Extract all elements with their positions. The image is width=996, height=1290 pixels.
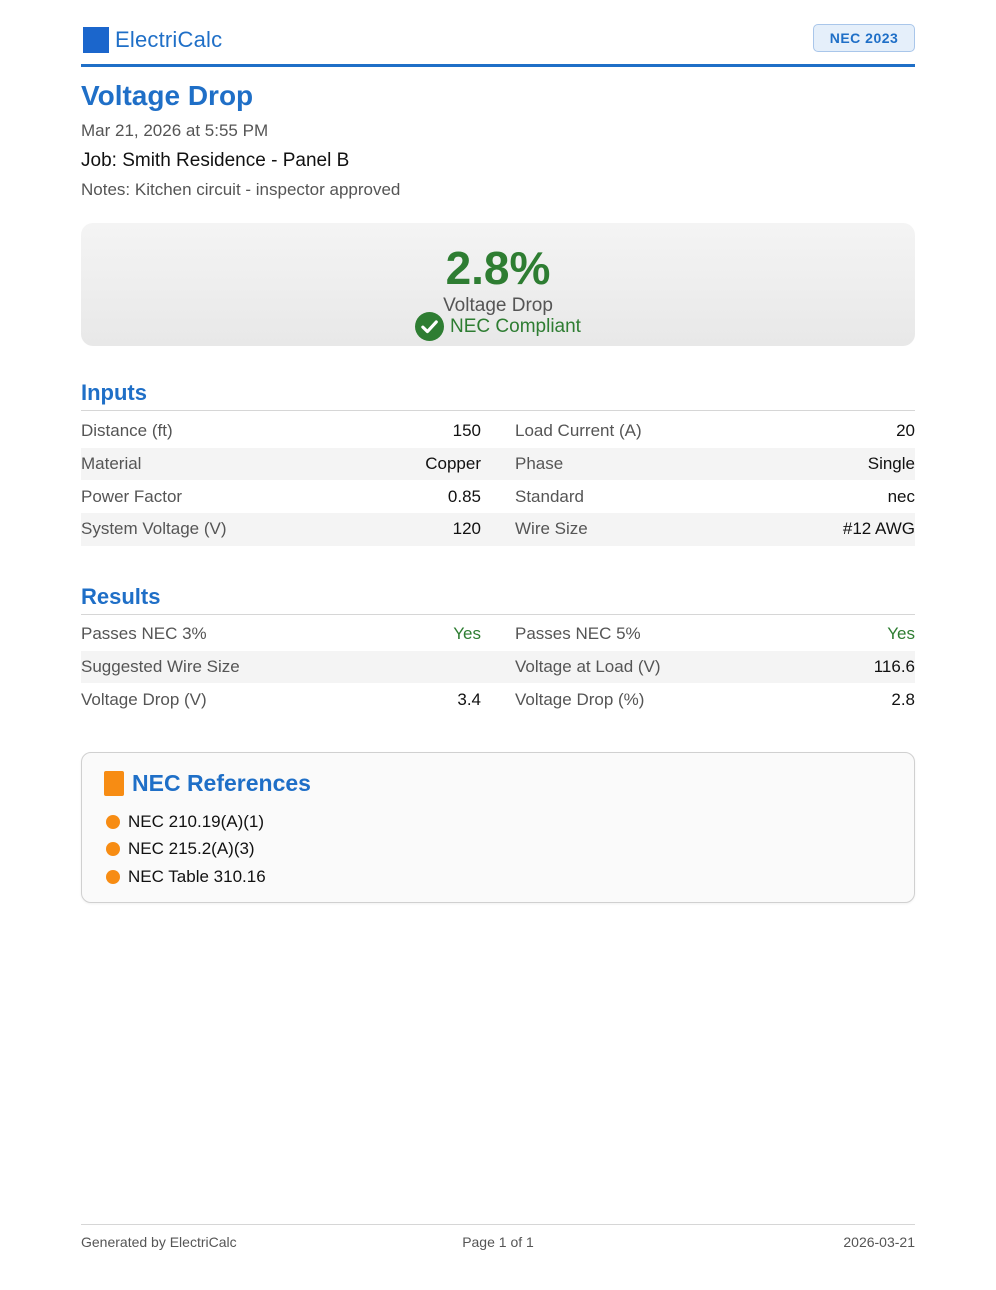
table-cell: Distance (ft) 150 [81, 421, 481, 441]
field-label: Load Current (A) [515, 421, 642, 441]
field-value: 20 [896, 421, 915, 441]
field-label: Phase [515, 454, 564, 474]
square-logo-icon [83, 27, 109, 53]
table-cell: Phase Single [515, 454, 915, 474]
results-section-title: Results [81, 584, 915, 615]
reference-text: NEC 215.2(A)(3) [128, 839, 255, 859]
inputs-section-title: Inputs [81, 380, 915, 411]
field-label: Passes NEC 3% [81, 624, 207, 644]
list-item: NEC Table 310.16 [106, 863, 266, 891]
field-label: Voltage Drop (V) [81, 689, 207, 709]
field-label: Standard [515, 486, 584, 506]
field-value: 116.6 [873, 657, 915, 677]
table-cell: System Voltage (V) 120 [81, 519, 481, 539]
field-label: Wire Size [515, 519, 588, 539]
field-value: Single [867, 454, 915, 474]
field-value: #12 AWG [842, 519, 915, 539]
footer-page-number: Page 1 of 1 [462, 1234, 534, 1250]
field-label: Material [81, 454, 142, 474]
report-header: ElectriCalc NEC 2023 [81, 24, 915, 67]
table-cell: Standard nec [515, 487, 915, 507]
table-cell: Passes NEC 3% Yes [81, 624, 481, 644]
table-row: System Voltage (V) 120 Wire Size #12 AWG [81, 513, 915, 546]
field-label: Suggested Wire Size [81, 657, 240, 677]
references-header: NEC References [104, 770, 311, 797]
results-table: Passes NEC 3% Yes Passes NEC 5% Yes Sugges… [81, 618, 915, 716]
field-value: 3.4 [457, 689, 481, 709]
table-cell: Power Factor 0.85 [81, 487, 481, 507]
field-value: 150 [452, 421, 481, 441]
field-value: 120 [452, 519, 481, 539]
table-cell: Material Copper [81, 454, 481, 474]
field-value: Yes [887, 624, 915, 644]
table-cell: Passes NEC 5% Yes [515, 624, 915, 644]
field-label: Distance (ft) [81, 421, 173, 441]
table-row: Distance (ft) 150 Load Current (A) 20 [81, 415, 915, 448]
footer-date: 2026-03-21 [843, 1234, 915, 1250]
table-row: Material Copper Phase Single [81, 447, 915, 481]
page-footer: Generated by ElectriCalc Page 1 of 1 202… [81, 1224, 915, 1255]
field-value: nec [887, 486, 915, 506]
table-cell: Wire Size #12 AWG [515, 519, 915, 539]
compliance-text: NEC Compliant [450, 315, 581, 337]
reference-text: NEC Table 310.16 [128, 866, 266, 886]
field-value: Yes [453, 624, 481, 644]
result-card: 2.8% Voltage Drop NEC Compliant [81, 223, 915, 346]
table-row: Passes NEC 3% Yes Passes NEC 5% Yes [81, 618, 915, 651]
field-label: Voltage Drop (%) [515, 689, 645, 709]
references-title: NEC References [132, 770, 311, 796]
table-cell: Voltage Drop (V) 3.4 [81, 690, 481, 710]
book-icon [104, 771, 124, 796]
result-label: Voltage Drop [443, 295, 553, 316]
table-row: Power Factor 0.85 Standard nec [81, 480, 915, 513]
inputs-table: Distance (ft) 150 Load Current (A) 20 Mate… [81, 415, 915, 546]
job-notes: Notes: Kitchen circuit - inspector appro… [81, 180, 401, 199]
field-value: Copper [425, 454, 481, 474]
compliance-status: NEC Compliant [81, 312, 915, 341]
table-cell: Voltage at Load (V) 116.6 [515, 657, 915, 677]
reference-text: NEC 210.19(A)(1) [128, 811, 265, 831]
table-row: Voltage Drop (V) 3.4 Voltage Drop (%) 2.8 [81, 683, 915, 716]
list-item: NEC 210.19(A)(1) [106, 808, 266, 836]
report-title: Voltage Drop [81, 80, 254, 111]
result-value: 2.8% [445, 242, 551, 294]
table-cell: Suggested Wire Size [81, 657, 481, 677]
field-label: Passes NEC 5% [515, 624, 641, 644]
app-name: ElectriCalc [115, 27, 223, 52]
field-value: 2.8 [891, 689, 915, 709]
table-cell: Voltage Drop (%) 2.8 [515, 690, 915, 710]
table-row: Suggested Wire Size Voltage at Load (V) 1… [81, 650, 915, 684]
brand: ElectriCalc [83, 27, 222, 53]
table-cell: Load Current (A) 20 [515, 421, 915, 441]
references-card: NEC References NEC 210.19(A)(1) NEC 215.… [81, 752, 915, 903]
report-date: Mar 21, 2026 at 5:55 PM [81, 121, 269, 140]
field-value: 0.85 [447, 486, 481, 506]
check-circle-icon [415, 312, 445, 341]
bullet-icon [106, 814, 120, 829]
bullet-icon [106, 869, 120, 884]
field-label: Power Factor [81, 486, 183, 506]
bullet-icon [106, 842, 120, 857]
report-page: ElectriCalc NEC 2023 Voltage Drop Mar 21… [81, 0, 915, 1290]
code-version-badge: NEC 2023 [813, 24, 915, 52]
job-name: Job: Smith Residence - Panel B [81, 150, 350, 171]
list-item: NEC 215.2(A)(3) [106, 836, 266, 864]
field-label: Voltage at Load (V) [515, 657, 661, 677]
references-list: NEC 210.19(A)(1) NEC 215.2(A)(3) NEC Tab… [106, 808, 266, 891]
footer-generator: Generated by ElectriCalc [81, 1234, 237, 1250]
field-label: System Voltage (V) [81, 519, 227, 539]
